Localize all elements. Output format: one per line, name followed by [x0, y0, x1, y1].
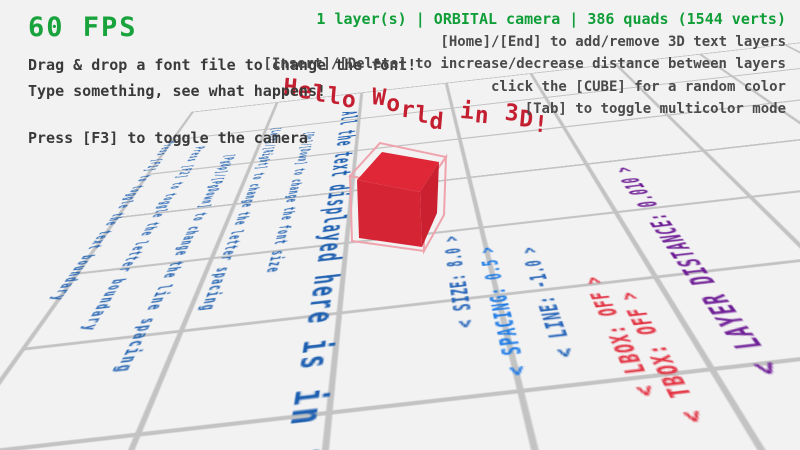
cube-face-right	[420, 162, 439, 247]
ground-sentence: All the text displayed here is in 3D!	[260, 110, 361, 450]
label-size: < SIZE: 8.0 >	[439, 234, 480, 330]
tip-add-remove-layers: [Home]/[End] to add/remove 3D text layer…	[440, 34, 786, 50]
label-line: < LINE: -1.0 >	[516, 245, 582, 359]
tip-multicolor: [Tab] to toggle multicolor mode	[524, 101, 786, 118]
tip-cube-color: click the [CUBE] for a random color	[490, 78, 786, 95]
tip-drop-font: Drag & drop a font file to change the fo…	[28, 56, 417, 74]
cube-face-front	[357, 180, 422, 247]
hud-right: 1 layer(s) | ORBITAL camera | 386 quads …	[263, 10, 786, 121]
tip-layer-distance: [Insert]/[Delete] to increase/decrease d…	[263, 56, 786, 73]
status-line: 1 layer(s) | ORBITAL camera | 386 quads …	[316, 10, 786, 28]
cube[interactable]	[348, 141, 448, 255]
fps-counter: 60 FPS	[28, 12, 138, 43]
cube-face-top	[357, 152, 439, 192]
ground-help-line-4: [Left]/[Right] to change the letter spac…	[194, 127, 282, 313]
hud-left: 60 FPS Drag & drop a font file to change…	[28, 12, 416, 152]
tip-toggle-camera: Press [F3] to toggle the camera	[28, 129, 308, 147]
tip-type-something: Type something, see what happens!	[28, 81, 327, 100]
